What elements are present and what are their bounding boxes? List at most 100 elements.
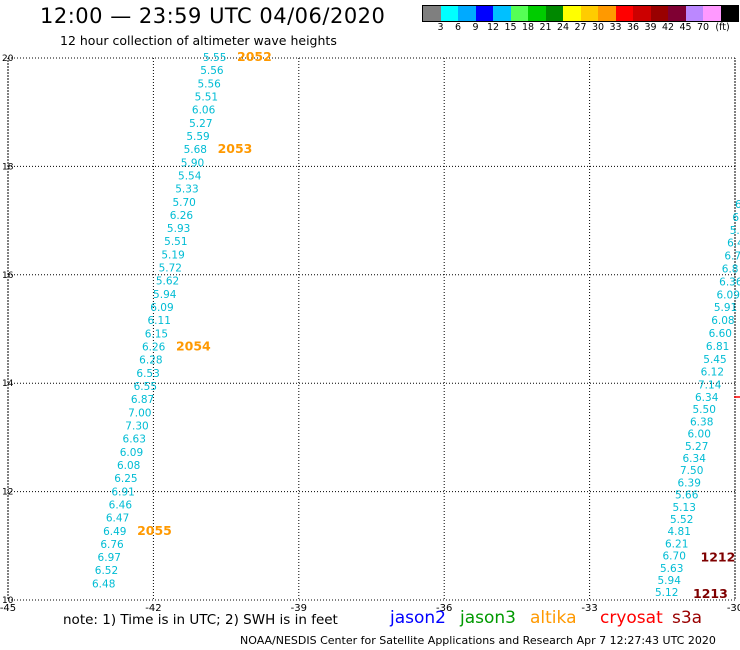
swh-value: 4.81 — [668, 526, 691, 538]
swh-value: 6.09 — [150, 302, 173, 314]
swh-value: 5.94 — [658, 575, 682, 587]
satellite-s3a: s3a — [672, 608, 703, 628]
colorbar-unit: (ft) — [715, 22, 730, 33]
longitude-tick-label: -36 — [436, 603, 452, 614]
latitude-tick-label: 14 — [2, 379, 14, 389]
swh-value: 6.39 — [678, 477, 701, 489]
swh-value: 5.27 — [189, 118, 212, 130]
swh-value: 6.28 — [139, 355, 162, 367]
swh-value: 6.76 — [100, 539, 124, 551]
swh-value: 6.26 — [170, 210, 194, 222]
swh-value: 6.8 — [722, 264, 739, 276]
swh-value: 6.34 — [695, 392, 719, 404]
colorbar-label: 21 — [539, 22, 552, 33]
colorbar-cell — [475, 6, 493, 21]
colorbar-label: 12 — [486, 22, 500, 33]
swh-value: 7.00 — [128, 407, 151, 419]
swh-value: 6.09 — [717, 289, 740, 301]
swh-value: 6.00 — [688, 429, 711, 441]
satellite-cryosat: cryosat — [600, 608, 663, 628]
swh-value: 6.81 — [706, 341, 729, 353]
swh-value: 5.56 — [200, 65, 224, 77]
colorbar-label: 33 — [609, 22, 622, 33]
swh-value: 7.30 — [125, 420, 148, 432]
swh-value: 5.33 — [175, 184, 198, 196]
colorbar-label: 30 — [591, 22, 605, 33]
swh-value: 6.91 — [111, 486, 134, 498]
swh-value: 7.50 — [680, 465, 703, 477]
pass-time-label: 1212 — [701, 550, 736, 565]
pass-time-label: 2053 — [218, 141, 253, 156]
colorbar-cell — [703, 6, 721, 21]
colorbar-label: 15 — [504, 22, 517, 33]
swh-value: 6.47 — [106, 513, 129, 525]
swh-value: 6.06 — [192, 105, 216, 117]
swh-value: 5.62 — [156, 276, 179, 288]
satellite-jason2: jason2 — [390, 608, 446, 628]
swh-value: 5.72 — [159, 263, 182, 275]
swh-value: 5.12 — [655, 587, 678, 599]
colorbar-label: 24 — [556, 22, 570, 33]
swh-value: 6.26 — [142, 342, 166, 354]
pass-time-label: 2055 — [137, 523, 172, 538]
swh-value: 5.13 — [673, 502, 696, 514]
colorbar-cell — [668, 6, 686, 21]
satellite-jason3: jason3 — [460, 608, 516, 628]
colorbar-cell — [423, 6, 441, 21]
swh-value: 6.12 — [701, 367, 724, 379]
colorbar-label: 3 — [437, 22, 444, 33]
swh-value: 6.46 — [109, 499, 133, 511]
swh-value: 5.70 — [172, 197, 195, 209]
swh-value: 5.90 — [181, 157, 204, 169]
swh-value: 6.08 — [711, 315, 734, 327]
swh-value: 6.38 — [690, 416, 713, 428]
latitude-tick-label: 10 — [2, 596, 14, 606]
latitude-tick-label: 18 — [2, 162, 14, 172]
swh-value: 6.21 — [665, 538, 688, 550]
swh-value: 5.66 — [675, 490, 699, 502]
colorbar-label: 36 — [626, 22, 640, 33]
swh-value: 6.09 — [120, 447, 143, 459]
swh-value: 6.53 — [136, 368, 159, 380]
swh-value: 6.4 — [727, 238, 740, 250]
swh-value: 5.55 — [203, 52, 226, 64]
colorbar-cell — [528, 6, 546, 21]
colorbar-cell — [545, 6, 563, 21]
colorbar-cell — [720, 6, 738, 21]
swh-value: 6.70 — [663, 551, 686, 563]
swh-value: 5.51 — [164, 236, 187, 248]
colorbar-cell — [458, 6, 476, 21]
swh-value: 5.94 — [153, 289, 177, 301]
pass-time-label: 2054 — [176, 339, 211, 354]
swh-value: 5.68 — [184, 144, 207, 156]
colorbar-cell — [580, 6, 598, 21]
swh-value: 5.54 — [178, 170, 202, 182]
swh-value: 6.52 — [95, 565, 118, 577]
colorbar-cell — [563, 6, 581, 21]
colorbar-label: 9 — [472, 22, 479, 33]
colorbar-cell — [493, 6, 511, 21]
longitude-tick-label: -42 — [145, 603, 161, 614]
swh-value: 6.15 — [145, 328, 168, 340]
colorbar-label: 70 — [696, 22, 710, 33]
colorbar-cell — [650, 6, 668, 21]
longitude-tick-label: -30 — [727, 603, 740, 614]
colorbar-label: 45 — [679, 22, 692, 33]
swh-value: 5.56 — [197, 78, 221, 90]
colorbar-label: 42 — [661, 22, 675, 33]
colorbar-cell — [615, 6, 633, 21]
swh-value: 6.97 — [98, 552, 121, 564]
swh-value: 6.48 — [92, 578, 115, 590]
swh-value: 6.60 — [709, 328, 732, 340]
colorbar-label: 27 — [574, 22, 587, 33]
latitude-tick-label: 20 — [2, 54, 14, 64]
satellite-altika: altika — [530, 608, 577, 628]
map-title: 12:00 — 23:59 UTC 04/06/2020 — [40, 4, 386, 28]
swh-value: 5.51 — [195, 91, 218, 103]
swh-value: 6.11 — [148, 315, 171, 327]
colorbar-cell — [510, 6, 528, 21]
colorbar-label: 6 — [454, 22, 462, 33]
swh-value: 5.59 — [186, 131, 209, 143]
swh-value: 6.55 — [134, 381, 157, 393]
